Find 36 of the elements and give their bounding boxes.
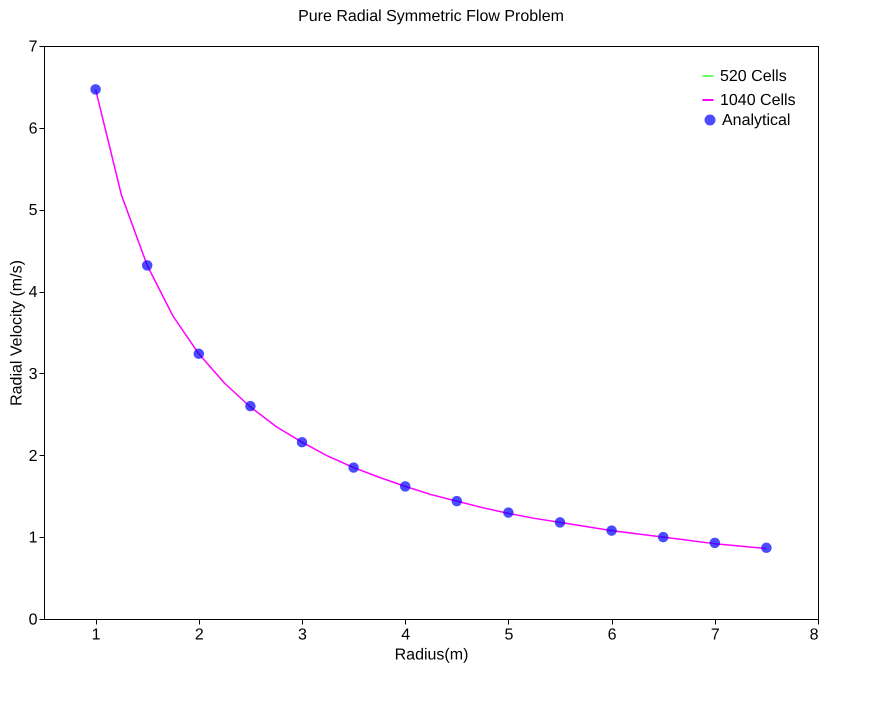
x-tick-label: 5: [504, 626, 514, 644]
x-tick-label: 2: [194, 626, 204, 644]
x-axis-title: Radius(m): [394, 646, 468, 664]
point: [194, 348, 204, 360]
point: [710, 538, 720, 548]
y-tick-label: 2: [28, 448, 38, 465]
x-tick-label: 4: [401, 626, 410, 644]
x-tick-label: 6: [608, 626, 617, 644]
y-axis-title: Radial Velocity (m/s): [8, 260, 26, 406]
point: [658, 532, 668, 542]
point: [142, 260, 152, 271]
x-tick-label: 8: [810, 626, 819, 644]
point: [452, 496, 462, 506]
point: [503, 507, 514, 518]
x-tick-label: 7: [710, 626, 720, 644]
point: [90, 84, 101, 95]
y-tick-label: 3: [28, 366, 38, 383]
legend-label: 1040 Cells: [720, 92, 796, 109]
y-tick-label: 0: [28, 612, 38, 628]
point: [245, 400, 256, 412]
legend-label: 520 Cells: [720, 68, 787, 85]
point: [400, 481, 410, 492]
point: [348, 462, 359, 473]
legend-label: Analytical: [722, 112, 790, 129]
y-tick-label: 1: [28, 530, 38, 547]
chart-title: Pure Radial Symmetric Flow Problem: [298, 8, 564, 25]
y-tick-label: 7: [28, 38, 38, 56]
y-tick-label: 6: [28, 120, 38, 138]
y-tick-label: 4: [28, 284, 38, 302]
point: [606, 525, 617, 536]
y-tick-label: 5: [28, 202, 38, 220]
x-tick-label: 3: [298, 626, 308, 644]
x-tick-label: 1: [92, 626, 101, 644]
point: [761, 542, 772, 554]
point: [554, 517, 566, 528]
point: [296, 436, 308, 448]
